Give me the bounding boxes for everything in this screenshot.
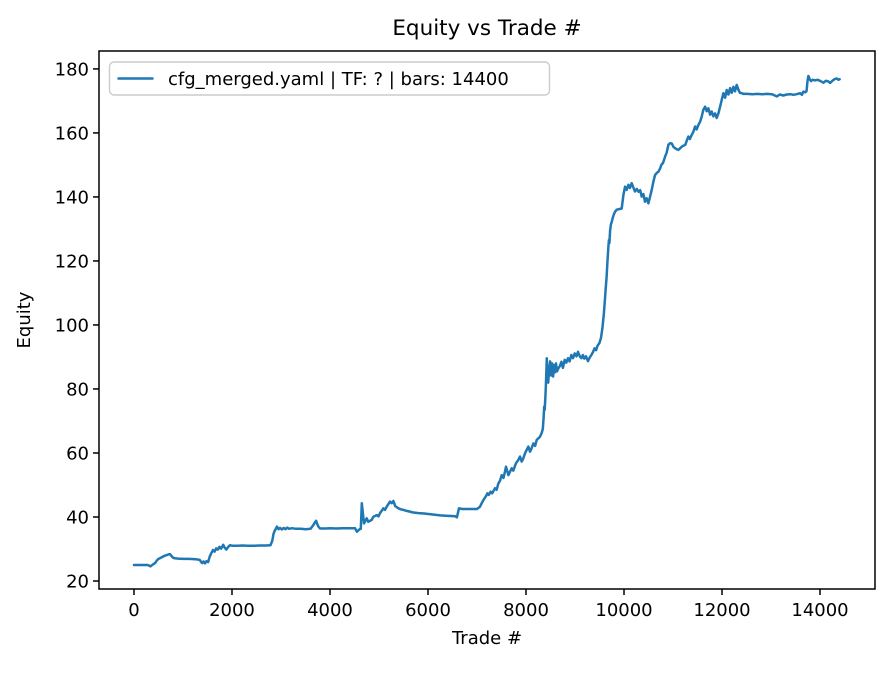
y-tick-label: 100 [55, 315, 89, 336]
y-tick-label: 40 [66, 507, 89, 528]
y-tick-label: 20 [66, 571, 89, 592]
legend: cfg_merged.yaml | TF: ? | bars: 14400 [108, 61, 551, 96]
x-tick-label: 14000 [791, 600, 848, 621]
legend-box [108, 61, 551, 96]
y-axis-ticks [93, 68, 99, 582]
x-tick-label: 10000 [595, 600, 652, 621]
equity-line-series [132, 74, 841, 568]
x-tick-label: 8000 [503, 600, 549, 621]
x-axis-ticks [133, 589, 821, 595]
x-axis-label: Trade # [451, 628, 522, 649]
y-tick-label: 160 [55, 123, 89, 144]
y-axis-label: Equity [14, 291, 35, 348]
x-tick-label: 12000 [693, 600, 750, 621]
y-tick-label: 60 [66, 443, 89, 464]
y-tick-label: 120 [55, 251, 89, 272]
x-tick-label: 0 [128, 600, 139, 621]
chart-title: Equity vs Trade # [392, 16, 581, 41]
x-axis-tick-labels: 0 2000 4000 6000 8000 10000 12000 14000 [128, 600, 848, 621]
x-tick-label: 6000 [405, 600, 451, 621]
equity-curve [132, 74, 841, 568]
x-tick-label: 2000 [209, 600, 255, 621]
y-axis-tick-labels: 20 40 60 80 100 120 140 160 180 [55, 59, 89, 592]
x-tick-label: 4000 [307, 600, 353, 621]
y-tick-label: 80 [66, 379, 89, 400]
plot-frame [98, 50, 876, 590]
legend-entry-label: cfg_merged.yaml | TF: ? | bars: 14400 [168, 69, 509, 90]
y-tick-label: 180 [55, 59, 89, 80]
y-tick-label: 140 [55, 187, 89, 208]
